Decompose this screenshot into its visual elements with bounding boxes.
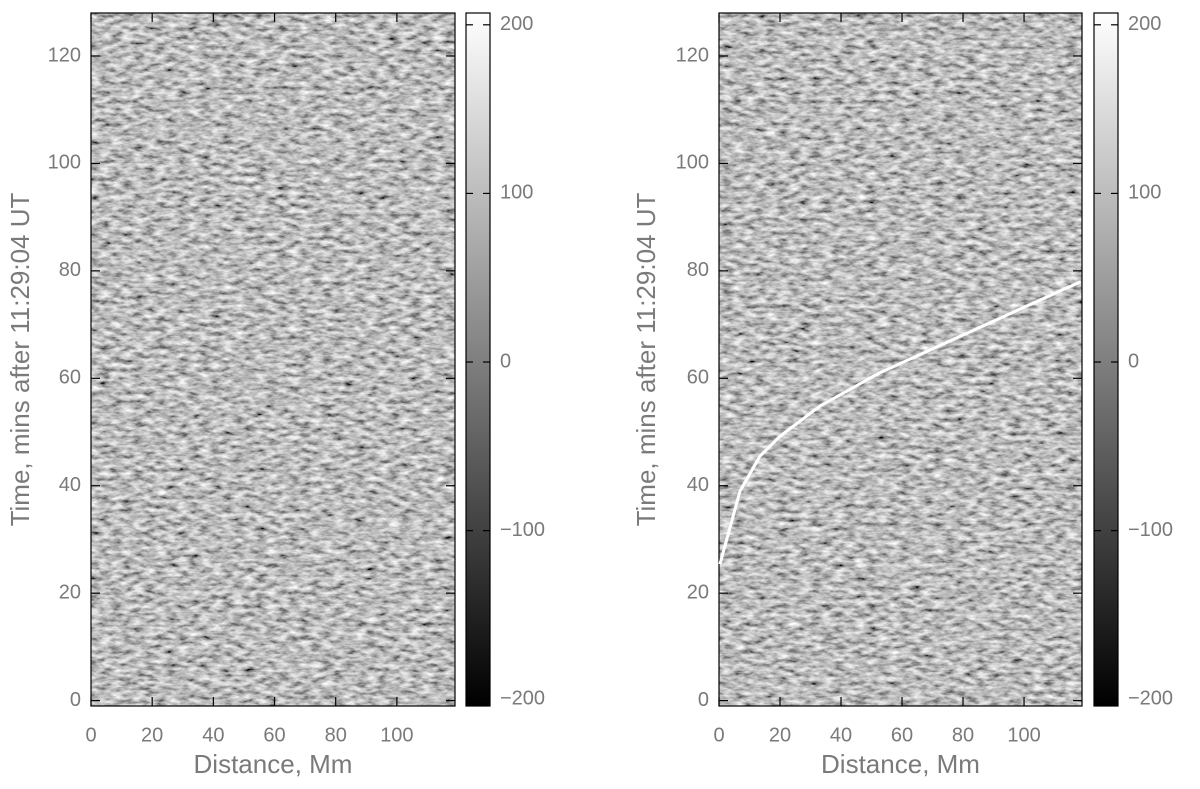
y-tick-label: 120 bbox=[676, 44, 709, 66]
y-tick-label: 80 bbox=[59, 259, 81, 281]
y-tick-label: 20 bbox=[59, 581, 81, 603]
y-axis-label: Time, mins after 11:29:04 UT bbox=[631, 192, 661, 526]
colorbar-tick-label: −200 bbox=[500, 688, 545, 710]
x-tick-label: 100 bbox=[380, 724, 413, 746]
x-tick-label: 80 bbox=[325, 724, 347, 746]
colorbar-tick-label: 100 bbox=[1128, 182, 1161, 204]
x-tick-label: 40 bbox=[830, 724, 852, 746]
y-axis-label: Time, mins after 11:29:04 UT bbox=[5, 192, 35, 526]
y-tick-label: 0 bbox=[70, 689, 81, 711]
colorbar-tick-label: 200 bbox=[500, 13, 533, 35]
y-tick-label: 100 bbox=[676, 152, 709, 174]
y-tick-label: 60 bbox=[687, 367, 709, 389]
colorbar-tick-label: −100 bbox=[500, 519, 545, 541]
colorbar-tick-label: −100 bbox=[1128, 519, 1173, 541]
colorbar bbox=[1093, 12, 1119, 707]
y-tick-label: 20 bbox=[687, 581, 709, 603]
image bbox=[91, 13, 455, 706]
colorbar-tick-label: 200 bbox=[1128, 13, 1161, 35]
frame bbox=[718, 12, 1083, 707]
fit-curve bbox=[718, 280, 1082, 565]
colorbar-tick-label: 0 bbox=[1128, 350, 1139, 372]
x-tick-label: 100 bbox=[1007, 724, 1040, 746]
x-axis-label: Distance, Mm bbox=[821, 749, 980, 779]
x-tick-label: 0 bbox=[85, 724, 96, 746]
x-tick-label: 20 bbox=[141, 724, 163, 746]
x-tick-label: 60 bbox=[891, 724, 913, 746]
y-tick-label: 60 bbox=[59, 367, 81, 389]
y-tick-label: 120 bbox=[48, 44, 81, 66]
x-tick-label: 20 bbox=[769, 724, 791, 746]
frame bbox=[90, 12, 456, 707]
x-tick-label: 60 bbox=[263, 724, 285, 746]
y-tick-label: 80 bbox=[687, 259, 709, 281]
x-axis-label: Distance, Mm bbox=[194, 749, 353, 779]
y-tick-label: 40 bbox=[687, 474, 709, 496]
x-tick-label: 80 bbox=[952, 724, 974, 746]
y-tick-label: 40 bbox=[59, 474, 81, 496]
colorbar-tick-label: −200 bbox=[1128, 688, 1173, 710]
image bbox=[719, 13, 1082, 706]
colorbar-tick-label: 0 bbox=[500, 350, 511, 372]
colorbar bbox=[465, 12, 491, 707]
x-tick-label: 0 bbox=[713, 724, 724, 746]
colorbar-tick-label: 100 bbox=[500, 182, 533, 204]
y-tick-label: 0 bbox=[698, 689, 709, 711]
x-tick-label: 40 bbox=[202, 724, 224, 746]
y-tick-label: 100 bbox=[48, 152, 81, 174]
